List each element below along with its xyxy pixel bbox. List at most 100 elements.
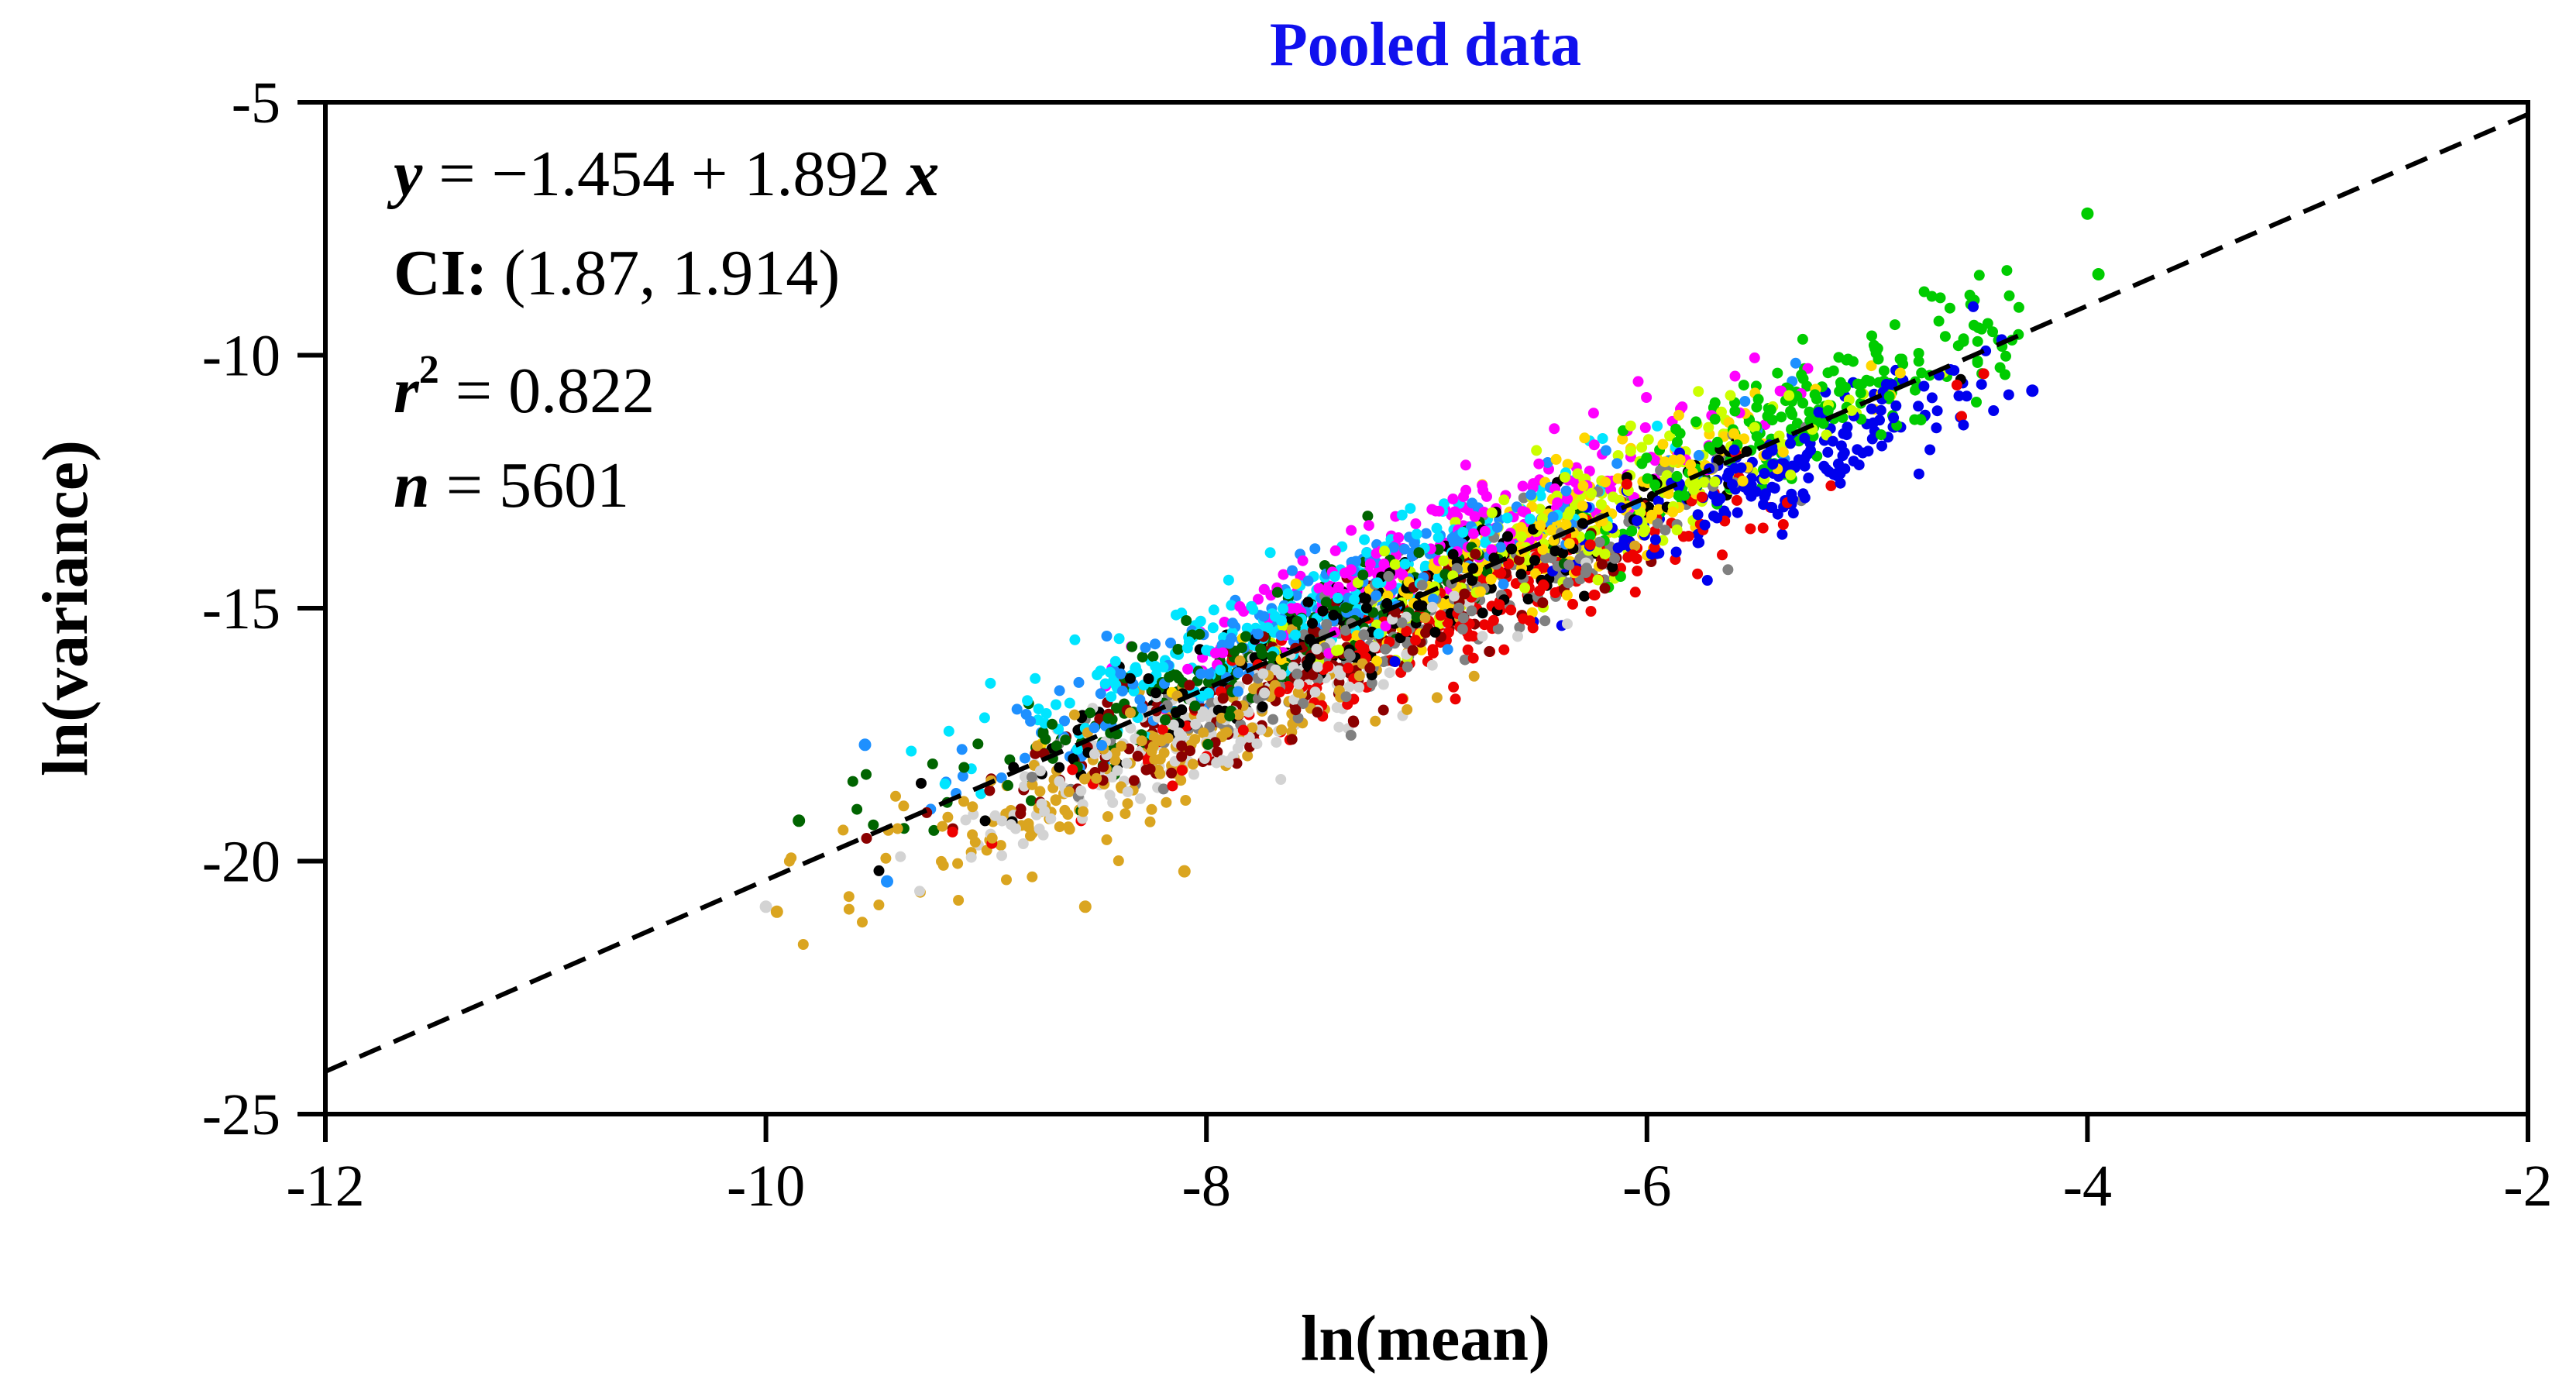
data-point (1766, 481, 1778, 493)
data-point (972, 738, 984, 750)
data-point (2081, 207, 2094, 220)
data-point (2013, 301, 2024, 313)
data-point (1137, 652, 1148, 663)
data-point (1034, 786, 1046, 797)
data-point (1267, 714, 1279, 725)
data-point (916, 778, 927, 789)
data-point (1209, 648, 1221, 659)
data-point (995, 840, 1006, 851)
data-point (1467, 497, 1478, 509)
data-point (1513, 554, 1525, 566)
data-point (1345, 730, 1357, 741)
data-point (1302, 597, 1314, 608)
data-point (1958, 419, 1969, 431)
data-point (1271, 737, 1282, 748)
data-point (1561, 590, 1573, 601)
data-point (847, 776, 858, 787)
data-point (1257, 668, 1269, 679)
data-point (2026, 384, 2039, 397)
data-point (1479, 619, 1491, 631)
data-point (1135, 793, 1146, 804)
data-point (1353, 670, 1365, 682)
data-point (1147, 651, 1159, 662)
data-point (1233, 686, 1243, 697)
data-point (1838, 428, 1849, 439)
data-point (1459, 654, 1470, 666)
data-point (1785, 405, 1797, 417)
data-point (1729, 370, 1741, 382)
data-point (1642, 473, 1653, 484)
data-point (1486, 507, 1498, 518)
data-point (1242, 750, 1254, 762)
data-point (1345, 564, 1357, 576)
data-point (1389, 559, 1401, 570)
data-point (1766, 502, 1778, 513)
data-point (1292, 686, 1304, 698)
data-point (1596, 559, 1608, 570)
data-point (1059, 715, 1070, 727)
data-point (1229, 645, 1240, 657)
data-point (1275, 774, 1287, 785)
data-point (1599, 549, 1611, 560)
data-point (1329, 571, 1340, 582)
data-point (952, 858, 964, 869)
data-point (1639, 524, 1651, 535)
data-point (1692, 509, 1704, 521)
y-tick-label: -10 (202, 324, 280, 389)
data-point (1709, 476, 1721, 487)
data-point (1259, 687, 1271, 699)
data-point (1401, 703, 1413, 715)
data-point (1215, 664, 1226, 676)
data-point (1564, 506, 1576, 518)
data-point (1492, 623, 1504, 635)
data-point (1477, 607, 1488, 619)
data-point (1051, 699, 1061, 710)
data-point (1383, 570, 1395, 582)
data-point (1188, 769, 1199, 780)
data-point (1485, 573, 1497, 585)
data-point (1115, 668, 1126, 679)
data-point (1274, 686, 1285, 698)
data-point (1560, 485, 1572, 497)
data-point (1290, 704, 1302, 716)
data-point (1617, 433, 1628, 445)
data-point (1020, 752, 1030, 764)
data-point (1607, 561, 1618, 573)
data-point (958, 796, 969, 807)
data-point (1062, 809, 1074, 820)
data-point (1426, 601, 1438, 613)
data-point (1563, 559, 1575, 571)
data-point (1361, 547, 1373, 559)
data-point (1894, 367, 1906, 379)
data-point (1519, 582, 1531, 593)
data-point (1116, 741, 1127, 752)
data-point (1171, 609, 1181, 621)
data-point (1579, 590, 1590, 602)
data-point (1459, 588, 1470, 600)
data-point (1833, 352, 1845, 363)
data-point (1233, 667, 1244, 679)
data-point (1411, 611, 1422, 623)
data-point (1777, 446, 1789, 458)
data-point (1047, 718, 1058, 730)
data-point (1797, 333, 1808, 345)
data-point (1060, 734, 1071, 746)
data-point (1243, 731, 1255, 743)
data-point (1889, 319, 1900, 331)
data-point (1150, 687, 1161, 699)
data-point (1723, 467, 1735, 479)
data-point (1632, 566, 1643, 576)
data-point (1818, 418, 1829, 429)
data-point (1073, 676, 1085, 688)
data-point (1609, 552, 1621, 564)
data-point (1131, 666, 1143, 677)
r-squared-symbol: r (394, 355, 420, 427)
data-point (837, 824, 849, 836)
data-point (1913, 401, 1924, 412)
data-point (1948, 365, 1960, 377)
data-point (1181, 642, 1193, 654)
data-point (1913, 468, 1924, 480)
data-point (1311, 643, 1322, 655)
data-point (1054, 762, 1065, 773)
